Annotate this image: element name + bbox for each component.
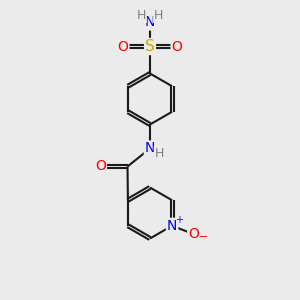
Text: −: − [199,232,208,242]
Text: O: O [172,40,182,53]
Text: N: N [145,16,155,29]
Text: H: H [137,9,146,22]
Text: O: O [188,227,199,241]
Text: N: N [145,142,155,155]
Text: +: + [175,215,183,225]
Text: H: H [154,9,163,22]
Text: S: S [145,39,155,54]
Text: N: N [167,219,177,233]
Text: O: O [118,40,128,53]
Text: H: H [154,146,164,160]
Text: O: O [95,160,106,173]
